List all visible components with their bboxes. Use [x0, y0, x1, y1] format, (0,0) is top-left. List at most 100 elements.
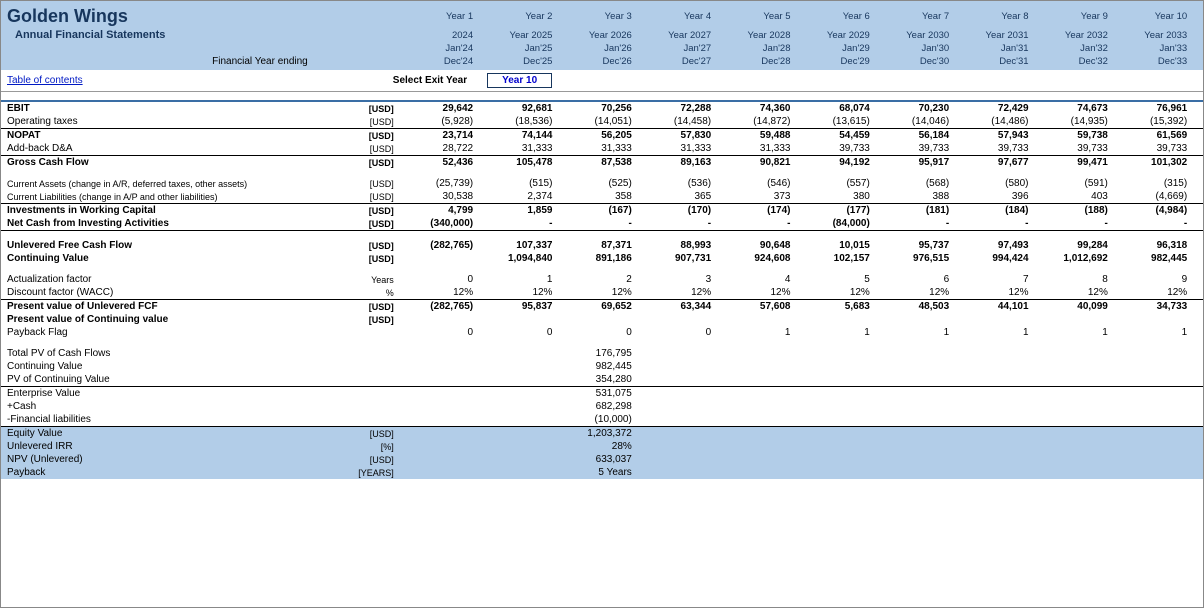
val-y8: (580)	[953, 177, 1032, 190]
row-disc: Discount factor (WACC)%12%12%12%12%12%12…	[1, 286, 1203, 300]
unit: [USD]	[328, 453, 398, 466]
val-y10: 61,569	[1112, 129, 1191, 143]
unit: [USD]	[328, 156, 398, 170]
val-y8	[953, 453, 1032, 466]
val-y8	[953, 466, 1032, 479]
row-da: Add-back D&A[USD]28,72231,33331,33331,33…	[1, 142, 1203, 156]
val-y4: 89,163	[636, 156, 715, 170]
val-y3: 87,371	[556, 239, 635, 252]
val-y7: (14,046)	[874, 115, 953, 129]
val-y2	[477, 360, 556, 373]
toc-link[interactable]: Table of contents	[7, 75, 83, 86]
val-y7: (181)	[874, 204, 953, 218]
val-y7: 1	[874, 326, 953, 339]
unit: Years	[328, 273, 398, 286]
val-y7	[874, 427, 953, 441]
val-y5	[715, 360, 794, 373]
row-act: Actualization factorYears0123456789	[1, 273, 1203, 286]
row-cl: Current Liabilities (change in A/P and o…	[1, 190, 1203, 204]
val-y10	[1112, 440, 1191, 453]
unit: [USD]	[328, 252, 398, 265]
financial-statement-sheet: { "header": { "company": "Golden Wings",…	[0, 0, 1204, 608]
val-y2	[477, 427, 556, 441]
val-y1	[398, 387, 477, 401]
val-y8: (14,486)	[953, 115, 1032, 129]
val-y4	[636, 466, 715, 479]
val-y4	[636, 440, 715, 453]
val-y6: 5	[794, 273, 873, 286]
fy-label: Financial Year ending	[1, 55, 328, 68]
unit	[328, 326, 398, 339]
val-y3: 633,037	[556, 453, 635, 466]
val-y2	[477, 400, 556, 413]
exit-year-select[interactable]: Year 10	[487, 73, 552, 88]
val-y8	[953, 400, 1032, 413]
val-y1: 28,722	[398, 142, 477, 156]
val-y9: 403	[1033, 190, 1112, 204]
val-y1	[398, 427, 477, 441]
val-y7: (568)	[874, 177, 953, 190]
val-y5: 12%	[715, 286, 794, 300]
val-y2: 92,681	[477, 101, 556, 115]
unit: [USD]	[328, 177, 398, 190]
unit: [USD]	[328, 300, 398, 314]
val-y5: 57,608	[715, 300, 794, 314]
label: Total PV of Cash Flows	[1, 347, 328, 360]
val-y4: (14,458)	[636, 115, 715, 129]
row-pvufcf: Present value of Unlevered FCF[USD](282,…	[1, 300, 1203, 314]
row-cvv: Continuing Value982,445	[1, 360, 1203, 373]
val-y6	[794, 453, 873, 466]
val-y7: 48,503	[874, 300, 953, 314]
val-y6: 1	[794, 326, 873, 339]
val-y6	[794, 360, 873, 373]
val-y5: 1	[715, 326, 794, 339]
val-y4: 88,993	[636, 239, 715, 252]
val-y5: 31,333	[715, 142, 794, 156]
val-y3: 176,795	[556, 347, 635, 360]
val-y8: (184)	[953, 204, 1032, 218]
val-y2	[477, 413, 556, 427]
val-y4: 3	[636, 273, 715, 286]
val-y10: (15,392)	[1112, 115, 1191, 129]
unit: [USD]	[328, 101, 398, 115]
val-y7: -	[874, 217, 953, 231]
val-y9	[1033, 413, 1112, 427]
val-y2	[477, 387, 556, 401]
val-y5: 90,821	[715, 156, 794, 170]
val-y5	[715, 373, 794, 387]
val-y3: -	[556, 217, 635, 231]
val-y6: 94,192	[794, 156, 873, 170]
val-y3: 56,205	[556, 129, 635, 143]
label: Unlevered Free Cash Flow	[1, 239, 328, 252]
val-y7: 95,737	[874, 239, 953, 252]
val-y10: 12%	[1112, 286, 1191, 300]
val-y1	[398, 400, 477, 413]
row-ebit: EBIT[USD]29,64292,68170,25672,28874,3606…	[1, 101, 1203, 115]
val-y3: 87,538	[556, 156, 635, 170]
val-y10: (4,984)	[1112, 204, 1191, 218]
val-y6: 380	[794, 190, 873, 204]
row-gap3	[1, 265, 1203, 273]
val-y1	[398, 440, 477, 453]
row-gap2	[1, 231, 1203, 240]
val-y3: 0	[556, 326, 635, 339]
val-y6: (84,000)	[794, 217, 873, 231]
val-y8	[953, 427, 1032, 441]
unit: [USD]	[328, 313, 398, 326]
val-y9: 74,673	[1033, 101, 1112, 115]
val-y9: (14,935)	[1033, 115, 1112, 129]
val-y9: 99,471	[1033, 156, 1112, 170]
val-y10: -	[1112, 217, 1191, 231]
row-payb: Payback[YEARS]5 Years	[1, 466, 1203, 479]
val-y7	[874, 347, 953, 360]
val-y4	[636, 313, 715, 326]
val-y1: 23,714	[398, 129, 477, 143]
unit	[328, 400, 398, 413]
val-y7: 95,917	[874, 156, 953, 170]
unit	[328, 373, 398, 387]
val-y10: 34,733	[1112, 300, 1191, 314]
val-y1: (282,765)	[398, 239, 477, 252]
val-y3: 982,445	[556, 360, 635, 373]
label: Unlevered IRR	[1, 440, 328, 453]
val-y8	[953, 347, 1032, 360]
